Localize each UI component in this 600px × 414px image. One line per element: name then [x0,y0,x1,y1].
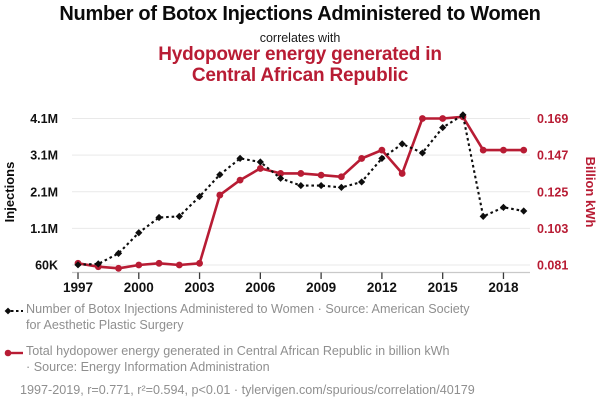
svg-text:0.125: 0.125 [537,185,568,199]
svg-text:2003: 2003 [185,280,216,295]
svg-text:0.147: 0.147 [537,149,568,163]
gridlines [72,118,530,266]
legend-text-hydropower: Total hydopower energy generated in Cent… [26,344,450,374]
svg-text:0.169: 0.169 [537,112,568,126]
x-axis: 1997 2000 2003 2006 2009 2012 2015 2018 [63,271,530,295]
legend-entry-botox: Number of Botox Injections Administered … [3,302,597,333]
legend-text-botox: Number of Botox Injections Administered … [26,302,470,332]
series-botox [74,111,528,269]
svg-text:0.081: 0.081 [537,259,568,273]
svg-text:60K: 60K [35,259,58,273]
svg-text:1.1M: 1.1M [30,222,58,236]
legend-entry-hydropower: Total hydopower energy generated in Cent… [3,344,597,375]
svg-text:2009: 2009 [306,280,336,295]
chart-plot-area: 60K1.1M2.1M3.1M4.1M0.0810.1030.1250.1470… [2,111,598,295]
circle-solid-marker-icon [4,349,23,357]
chart-secondary-title: Hydopower energy generated in Central Af… [158,44,442,86]
right-axis-tick-labels: 0.081 0.103 0.125 0.147 0.169 [537,112,568,273]
right-axis-title: Billion kWh [583,157,598,228]
svg-text:3.1M: 3.1M [30,149,58,163]
svg-text:4.1M: 4.1M [30,112,58,126]
left-axis-tick-labels: 60K 1.1M 2.1M 3.1M 4.1M [30,112,58,273]
diamond-dashed-marker-icon [4,307,23,315]
svg-text:2006: 2006 [245,280,276,295]
svg-text:0.103: 0.103 [537,222,568,236]
svg-text:2015: 2015 [428,280,459,295]
svg-text:2.1M: 2.1M [30,185,58,199]
chart-title: Number of Botox Injections Administered … [59,3,541,25]
svg-text:2000: 2000 [124,280,154,295]
svg-text:2018: 2018 [488,280,519,295]
correlates-with-label: correlates with [259,31,341,45]
svg-text:2012: 2012 [367,280,397,295]
svg-text:1997: 1997 [63,280,93,295]
series-hydropower [74,113,528,272]
left-axis-title: Injections [2,162,17,223]
stats-footer: 1997-2019, r=0.771, r²=0.594, p<0.01 · t… [20,383,475,397]
